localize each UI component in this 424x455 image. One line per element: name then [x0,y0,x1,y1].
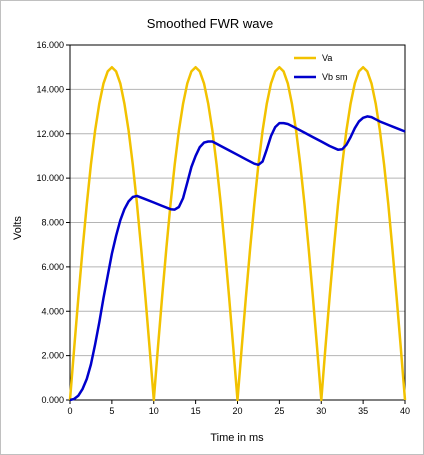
y-tick-label: 14.000 [36,84,64,94]
y-tick-label: 16.000 [36,40,64,50]
y-tick-label: 2.000 [41,351,64,361]
x-axis-label: Time in ms [210,432,264,444]
x-tick-label: 10 [149,406,159,416]
x-tick-label: 35 [358,406,368,416]
y-axis-label: Volts [12,216,24,240]
y-tick-label: 12.000 [36,129,64,139]
y-tick-label: 0.000 [41,395,64,405]
x-tick-label: 20 [232,406,242,416]
legend: Va Vb sm [294,53,348,82]
x-tick-label: 30 [316,406,326,416]
y-tick-label: 6.000 [41,262,64,272]
y-tick-label: 8.000 [41,218,64,228]
y-tick-label: 4.000 [41,306,64,316]
legend-label-vb-sm: Vb sm [322,72,348,82]
x-tick-label: 25 [274,406,284,416]
legend-label-va: Va [322,53,332,63]
x-tick-label: 40 [400,406,410,416]
series-line-va [68,65,407,402]
y-axis-ticks: 0.000 2.000 4.000 6.000 8.000 10.000 12.000 14.… [36,40,70,405]
series-line-vb-sm [69,115,406,402]
x-tick-label: 15 [191,406,201,416]
y-tick-label: 10.000 [36,173,64,183]
chart-title: Smoothed FWR wave [147,16,273,31]
x-tick-label: 5 [109,406,114,416]
series-layer [68,65,407,402]
x-tick-label: 0 [67,406,72,416]
x-axis-ticks: 0 5 10 15 20 25 30 35 40 [67,400,410,416]
